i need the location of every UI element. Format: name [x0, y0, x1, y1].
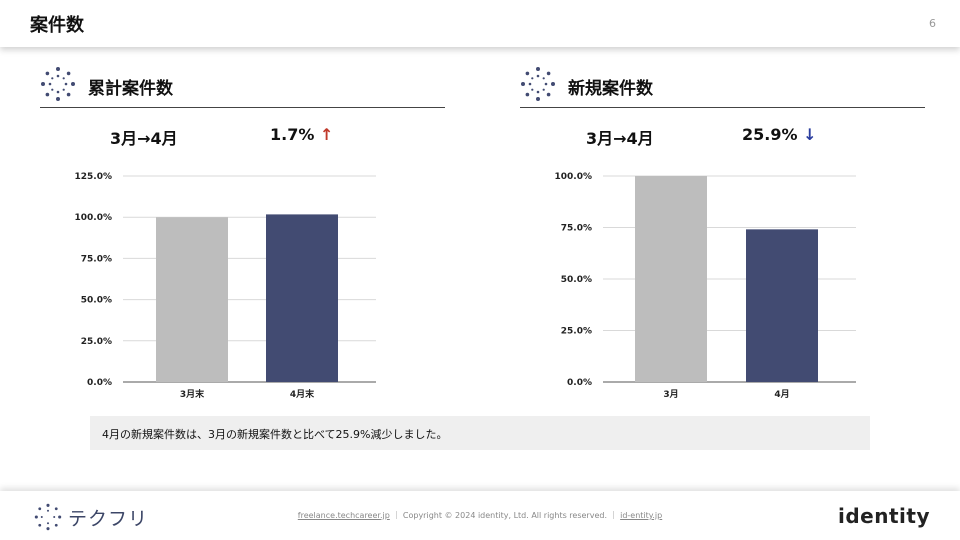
brand-dots-icon: [34, 503, 62, 531]
footer: テクフリ freelance.techcareer.jp ｜ Copyright…: [0, 491, 960, 540]
change-value-right: 25.9% ↓: [742, 125, 817, 144]
y-tick-label: 75.0%: [561, 224, 592, 234]
page-title: 案件数: [30, 15, 84, 36]
section-header: 累計案件数: [40, 64, 445, 108]
y-tick-label: 0.0%: [87, 378, 112, 388]
copyright-text: ｜ Copyright © 2024 identity, Ltd. All ri…: [392, 511, 618, 520]
x-category-label: 3月末: [180, 388, 205, 400]
arrow-up-icon: ↑: [319, 125, 334, 144]
dots-ring-icon: [41, 67, 75, 101]
page-number: 6: [929, 17, 936, 30]
brand-name: テクフリ: [68, 507, 149, 530]
y-tick-label: 25.0%: [561, 327, 592, 337]
y-tick-label: 100.0%: [75, 213, 113, 223]
y-tick-label: 0.0%: [567, 378, 592, 388]
y-tick-label: 100.0%: [555, 172, 593, 182]
change-value-left: 1.7% ↑: [270, 125, 333, 144]
y-tick-label: 50.0%: [81, 296, 112, 306]
period-label-left: 3月→4月: [110, 129, 178, 148]
bar-4月: [746, 229, 818, 382]
section-new: 新規案件数: [520, 64, 925, 108]
y-tick-label: 25.0%: [81, 337, 112, 347]
section-title: 新規案件数: [568, 79, 653, 99]
copyright-line: freelance.techcareer.jp ｜ Copyright © 20…: [0, 510, 960, 521]
period-label-right: 3月→4月: [586, 129, 654, 148]
bar-3月末: [156, 217, 228, 382]
y-tick-label: 50.0%: [561, 275, 592, 285]
x-category-label: 4月末: [290, 388, 315, 400]
change-percent: 1.7%: [270, 125, 315, 144]
x-category-label: 4月: [774, 389, 789, 400]
corporate-link[interactable]: id-entity.jp: [620, 511, 663, 520]
section-header: 新規案件数: [520, 64, 925, 108]
site-link[interactable]: freelance.techcareer.jp: [297, 511, 390, 520]
header: 案件数 6: [0, 0, 960, 47]
section-title: 累計案件数: [88, 79, 173, 99]
bar-3月: [635, 176, 707, 382]
brand-logo: テクフリ: [34, 503, 148, 531]
dots-ring-icon: [521, 67, 555, 101]
y-tick-label: 125.0%: [75, 172, 113, 182]
x-category-label: 3月: [663, 389, 678, 400]
change-percent: 25.9%: [742, 125, 798, 144]
y-tick-label: 75.0%: [81, 254, 112, 264]
summary-note: 4月の新規案件数は、3月の新規案件数と比べて25.9%減少しました。: [90, 416, 870, 450]
bar-4月末: [266, 214, 338, 382]
identity-logo: identity: [838, 504, 930, 528]
section-cumulative: 累計案件数: [40, 64, 445, 108]
arrow-down-icon: ↓: [803, 125, 817, 144]
